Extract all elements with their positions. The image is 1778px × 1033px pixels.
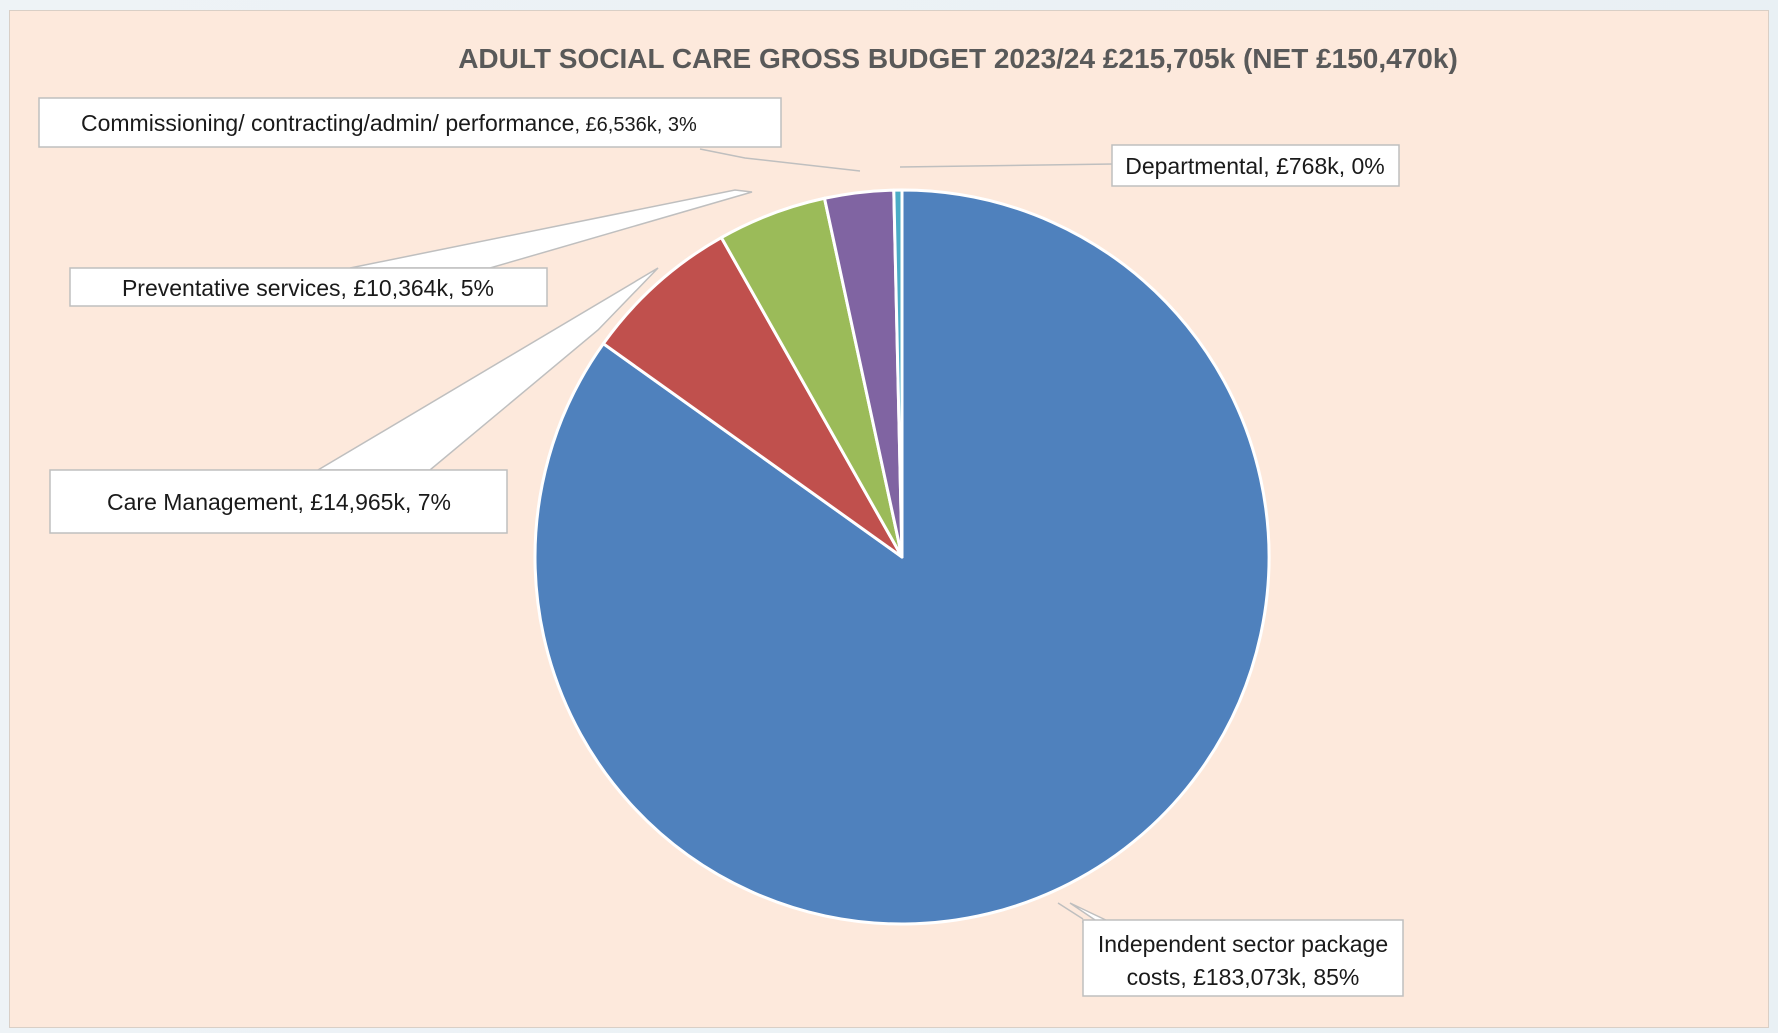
leader-line-departmental xyxy=(899,163,1114,168)
leader-lines xyxy=(699,148,1114,172)
label-box-care-management xyxy=(49,469,508,534)
label-box-preventative xyxy=(69,267,548,307)
label-preventative: Preventative services, £10,364k, 5% xyxy=(122,275,494,301)
label-independent-line1: Independent sector package xyxy=(1098,931,1388,957)
label-care-management: Care Management, £14,965k, 7% xyxy=(107,489,451,515)
label-commissioning: Commissioning/ contracting/admin/ perfor… xyxy=(81,110,697,136)
label-box-commissioning xyxy=(38,97,782,148)
label-departmental: Departmental, £768k, 0% xyxy=(1125,153,1385,179)
pie-slice-care-management xyxy=(601,236,904,559)
label-box-independent xyxy=(1082,919,1404,997)
callout-independent xyxy=(1069,902,1111,923)
leader-line-commissioning xyxy=(699,148,861,172)
label-box-departmental xyxy=(1111,144,1400,187)
leader-line-independent xyxy=(1057,902,1084,920)
label-independent-line2: costs, £183,073k, 85% xyxy=(1127,964,1360,990)
pie-slice-departmental xyxy=(892,188,904,559)
pie-slices xyxy=(533,188,1271,926)
chart-title: ADULT SOCIAL CARE GROSS BUDGET 2023/24 £… xyxy=(458,43,1458,74)
